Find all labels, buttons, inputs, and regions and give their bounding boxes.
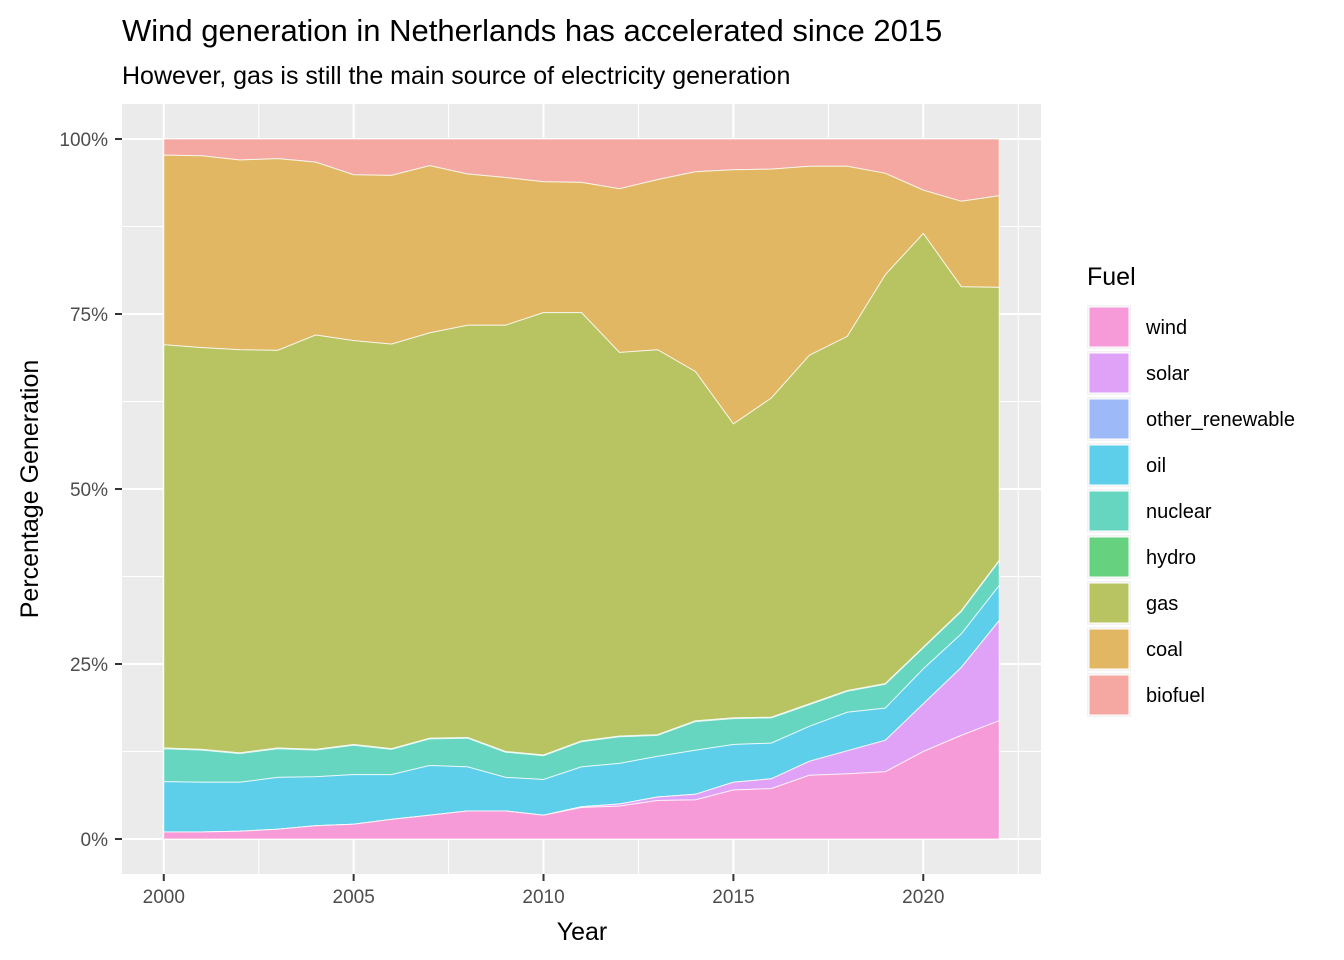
y-tick-label: 100%: [59, 130, 108, 151]
y-tick-label: 50%: [70, 480, 108, 501]
legend-label-nuclear: nuclear: [1146, 501, 1212, 523]
legend-label-oil: oil: [1146, 455, 1166, 477]
legend-swatch-biofuel: [1088, 674, 1130, 716]
y-axis: 0% 25% 50% 75% 100%: [59, 130, 122, 851]
x-tick-label: 2010: [522, 887, 564, 908]
y-tick-label: 0%: [81, 830, 109, 851]
area-layers: [163, 138, 1000, 840]
legend-swatch-hydro: [1088, 536, 1130, 578]
legend-swatch-gas: [1088, 582, 1130, 624]
legend-swatch-solar: [1088, 352, 1130, 394]
x-tick-label: 2000: [143, 887, 185, 908]
y-tick-label: 25%: [70, 655, 108, 676]
chart-title: Wind generation in Netherlands has accel…: [122, 13, 942, 48]
legend-swatch-oil: [1088, 444, 1130, 486]
x-tick-label: 2020: [902, 887, 944, 908]
legend-swatch-nuclear: [1088, 490, 1130, 532]
x-tick-label: 2005: [333, 887, 375, 908]
y-axis-title: Percentage Generation: [16, 360, 44, 619]
x-tick-label: 2015: [712, 887, 754, 908]
legend-swatch-wind: [1088, 306, 1130, 348]
legend-label-hydro: hydro: [1146, 547, 1196, 569]
legend-title: Fuel: [1087, 263, 1136, 291]
x-axis: 2000 2005 2010 2015 2020: [143, 874, 944, 908]
chart-subtitle: However, gas is still the main source of…: [122, 62, 790, 90]
legend-label-wind: wind: [1145, 317, 1187, 339]
legend-swatch-other-renewable: [1088, 398, 1130, 440]
y-tick-label: 75%: [70, 305, 108, 326]
legend-label-coal: coal: [1146, 639, 1183, 661]
legend-label-solar: solar: [1146, 363, 1190, 385]
legend-label-other-renewable: other_renewable: [1146, 409, 1295, 431]
area-wind: [163, 719, 1000, 840]
legend-label-gas: gas: [1146, 593, 1178, 615]
legend-label-biofuel: biofuel: [1146, 685, 1205, 707]
x-axis-title: Year: [557, 918, 608, 946]
legend-swatch-coal: [1088, 628, 1130, 670]
